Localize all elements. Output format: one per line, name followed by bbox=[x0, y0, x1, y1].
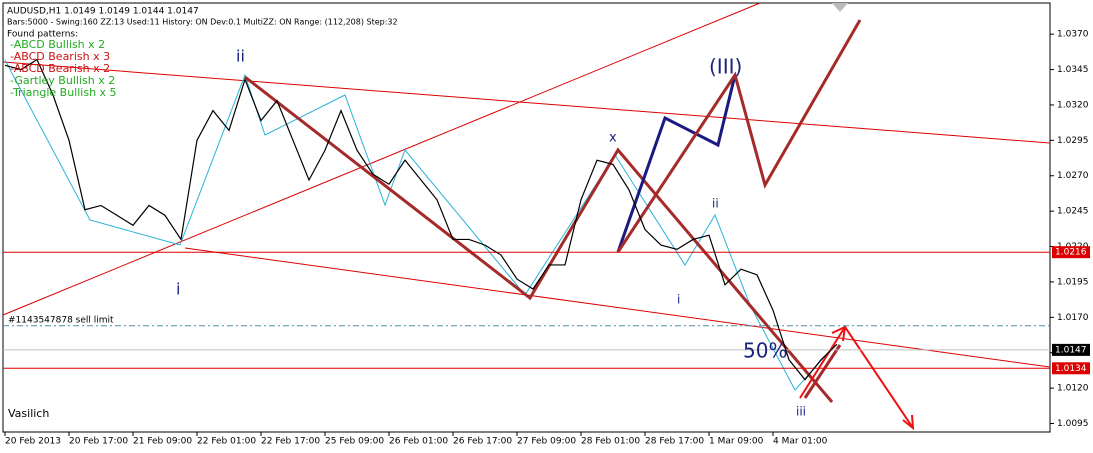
price-label: 1.0147 bbox=[1055, 345, 1087, 355]
wave-label: (III) bbox=[709, 55, 742, 79]
price-label-box bbox=[1052, 246, 1090, 259]
x-tick-label: 4 Mar 01:00 bbox=[773, 437, 828, 447]
projection-line bbox=[616, 19, 862, 253]
x-tick-label: 28 Feb 01:00 bbox=[581, 437, 640, 447]
y-tick-label: 1.0170 bbox=[1057, 313, 1089, 323]
arrow-head bbox=[902, 414, 915, 431]
scroll-marker bbox=[832, 3, 848, 12]
wave-label: i bbox=[176, 280, 180, 299]
drawings bbox=[2, 2, 1051, 431]
wave-label: i bbox=[677, 293, 680, 307]
wave-label: ii bbox=[236, 47, 245, 66]
price-label-box bbox=[1052, 343, 1090, 356]
projection-line bbox=[616, 74, 737, 253]
y-tick-label: 1.0295 bbox=[1057, 136, 1089, 146]
y-tick-label: 1.0245 bbox=[1057, 207, 1089, 217]
settings-line: Bars:5000 - Swing:160 ZZ:13 Used:11 Hist… bbox=[7, 18, 398, 27]
y-tick-label: 1.0270 bbox=[1057, 171, 1089, 181]
x-tick-label: 25 Feb 09:00 bbox=[325, 437, 384, 447]
y-tick-label: 1.0120 bbox=[1057, 384, 1089, 394]
symbol-line: AUDUSD,H1 1.0149 1.0149 1.0144 1.0147 bbox=[7, 7, 199, 17]
y-tick-label: 1.0095 bbox=[1057, 419, 1089, 429]
y-tick-label: 1.0345 bbox=[1057, 65, 1089, 75]
x-tick-label: 26 Feb 01:00 bbox=[389, 437, 448, 447]
y-tick-label: 1.0195 bbox=[1057, 277, 1089, 287]
price-label: 1.0134 bbox=[1055, 364, 1087, 374]
trend-line bbox=[2, 2, 761, 316]
pattern-item: -ABCD Bullish x 2 bbox=[10, 38, 105, 51]
x-tick-label: 21 Feb 09:00 bbox=[133, 437, 192, 447]
price-label-box bbox=[1052, 362, 1090, 375]
wave-label: ii bbox=[712, 197, 719, 211]
x-tick-label: 22 Feb 01:00 bbox=[197, 437, 256, 447]
x-tick-label: 1 Mar 09:00 bbox=[709, 437, 764, 447]
channel-top bbox=[2, 61, 1051, 144]
pattern-item: -ABCD Bearish x 2 bbox=[10, 62, 110, 75]
plot-frame bbox=[2, 2, 1051, 433]
pattern-item: -Triangle Bullish x 5 bbox=[10, 86, 117, 99]
wave-label: 50% bbox=[743, 339, 787, 363]
patterns-title: Found patterns: bbox=[7, 30, 78, 40]
x-tick-label: 20 Feb 17:00 bbox=[69, 437, 128, 447]
y-tick-label: 1.0370 bbox=[1057, 30, 1089, 40]
x-tick-label: 28 Feb 17:00 bbox=[645, 437, 704, 447]
channel-bottom bbox=[184, 247, 1051, 368]
x-tick-label: 22 Feb 17:00 bbox=[261, 437, 320, 447]
arrow-head bbox=[831, 325, 847, 342]
x-tick-label: 27 Feb 09:00 bbox=[517, 437, 576, 447]
x-tick-label: 26 Feb 17:00 bbox=[453, 437, 512, 447]
price-line-series bbox=[4, 58, 838, 381]
zigzag bbox=[4, 59, 836, 391]
wave-label: x bbox=[609, 131, 617, 146]
y-tick-label: 1.0320 bbox=[1057, 100, 1089, 110]
wave-label: Vasilich bbox=[8, 407, 49, 420]
pattern-item: -ABCD Bearish x 3 bbox=[10, 50, 110, 63]
wave-line bbox=[244, 75, 834, 403]
wave-line bbox=[803, 344, 842, 399]
wave-label: iii bbox=[796, 405, 806, 419]
x-tick-label: 20 Feb 2013 bbox=[5, 437, 61, 447]
order-label: #1143547878 sell limit bbox=[8, 315, 114, 325]
price-label: 1.0216 bbox=[1055, 248, 1087, 258]
pattern-item: -Gartley Bullish x 2 bbox=[10, 74, 115, 87]
